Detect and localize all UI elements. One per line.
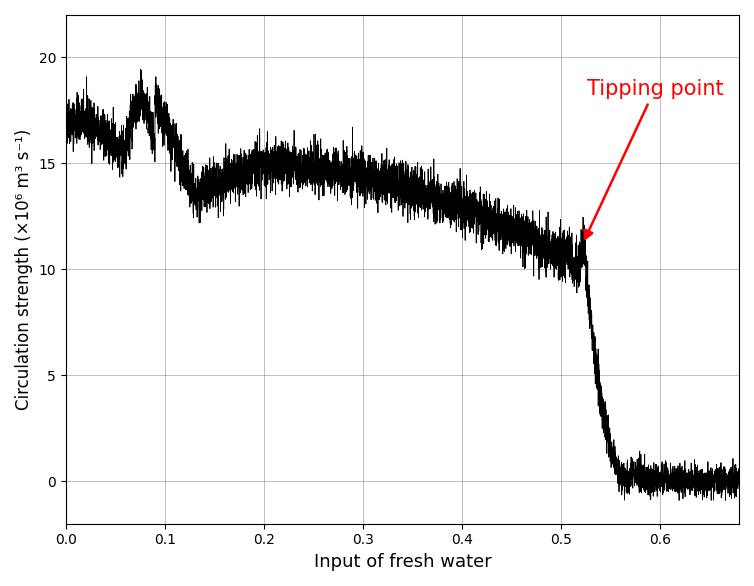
X-axis label: Input of fresh water: Input of fresh water [314, 553, 492, 571]
Y-axis label: Circulation strength (×10⁶ m³ s⁻¹): Circulation strength (×10⁶ m³ s⁻¹) [15, 129, 33, 410]
Text: Tipping point: Tipping point [584, 79, 723, 239]
